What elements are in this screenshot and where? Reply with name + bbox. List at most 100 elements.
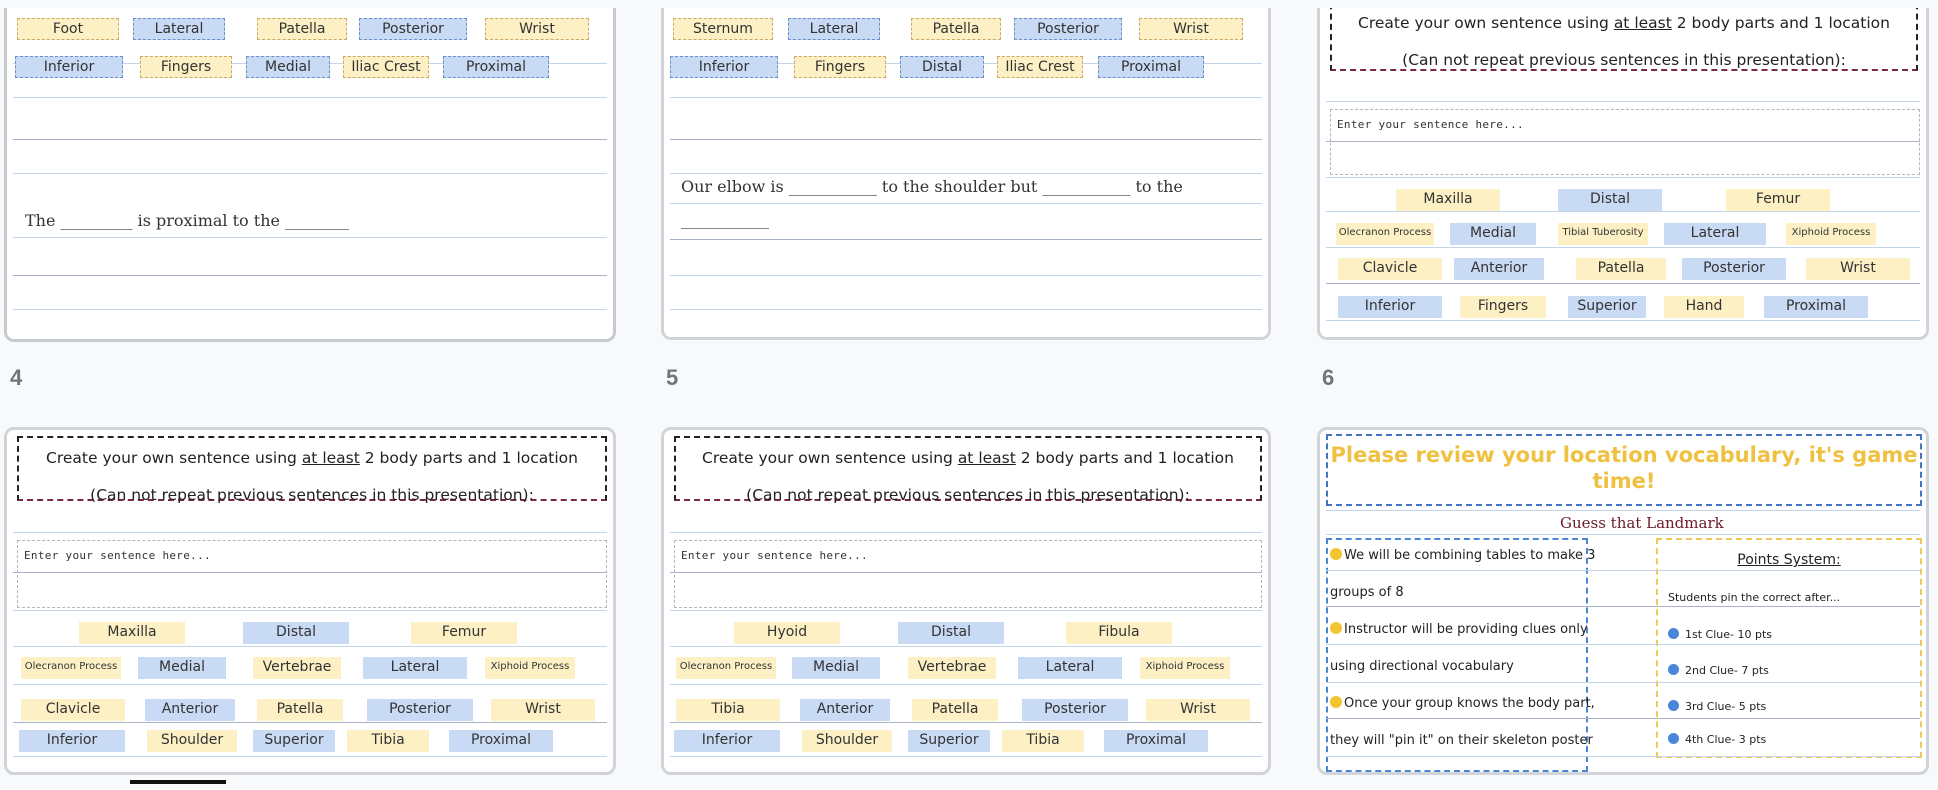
instruction-line-3: Instructor will be providing clues only <box>1330 622 1588 637</box>
divider <box>1326 644 1920 645</box>
chip-vertebrae[interactable]: Vertebrae <box>253 657 341 679</box>
chip-wrist[interactable]: Wrist <box>1139 18 1243 40</box>
divider <box>1326 534 1920 535</box>
chip-shoulder[interactable]: Shoulder <box>147 730 237 752</box>
slide-thumbnail-2[interactable]: Sternum Lateral Patella Posterior Wrist … <box>661 0 1271 340</box>
points-item: 3rd Clue- 5 pts <box>1668 700 1766 713</box>
chip-inferior[interactable]: Inferior <box>674 730 780 752</box>
divider <box>13 97 607 98</box>
chip-femur[interactable]: Femur <box>411 622 517 644</box>
slide-thumbnail-6[interactable]: Please review your location vocabulary, … <box>1317 427 1929 775</box>
chip-inferior[interactable]: Inferior <box>1338 296 1442 318</box>
chip-iliac-crest[interactable]: Iliac Crest <box>343 56 429 78</box>
chip-lateral[interactable]: Lateral <box>133 18 225 40</box>
chip-medial[interactable]: Medial <box>246 56 330 78</box>
chip-posterior[interactable]: Posterior <box>1022 699 1128 721</box>
chip-medial[interactable]: Medial <box>138 657 226 679</box>
sentence-entry-field[interactable]: Enter your sentence here... <box>1330 109 1920 175</box>
chip-clavicle[interactable]: Clavicle <box>21 699 125 721</box>
chip-foot[interactable]: Foot <box>17 18 119 40</box>
chip-hand[interactable]: Hand <box>1664 296 1744 318</box>
chip-olecranon-process[interactable]: Olecranon Process <box>1336 223 1434 245</box>
chip-lateral[interactable]: Lateral <box>1664 223 1766 245</box>
chip-shoulder[interactable]: Shoulder <box>802 730 892 752</box>
chip-posterior[interactable]: Posterior <box>367 699 473 721</box>
chip-proximal[interactable]: Proximal <box>1104 730 1208 752</box>
chip-wrist[interactable]: Wrist <box>485 18 589 40</box>
chip-vertebrae[interactable]: Vertebrae <box>908 657 996 679</box>
chip-fingers[interactable]: Fingers <box>140 56 232 78</box>
chip-maxilla[interactable]: Maxilla <box>79 622 185 644</box>
chip-anterior[interactable]: Anterior <box>145 699 235 721</box>
chip-wrist[interactable]: Wrist <box>1146 699 1250 721</box>
chip-medial[interactable]: Medial <box>792 657 880 679</box>
chip-olecranon-process[interactable]: Olecranon Process <box>676 657 776 679</box>
chip-superior[interactable]: Superior <box>253 730 335 752</box>
slide-thumbnail-3[interactable]: Create your own sentence using at least … <box>1317 0 1929 340</box>
chip-lateral[interactable]: Lateral <box>363 657 467 679</box>
divider <box>670 572 1262 573</box>
chip-tibial-tuberosity[interactable]: Tibial Tuberosity <box>1558 223 1648 245</box>
bullet-icon <box>1668 628 1679 639</box>
chip-fingers[interactable]: Fingers <box>1460 296 1546 318</box>
divider <box>670 309 1262 310</box>
chip-tibia[interactable]: Tibia <box>676 699 780 721</box>
prompt-line-1: Create your own sentence using at least … <box>702 449 1234 467</box>
slide-thumbnail-1[interactable]: Foot Lateral Patella Posterior Wrist Inf… <box>4 0 616 342</box>
chip-patella[interactable]: Patella <box>1576 258 1666 280</box>
chip-posterior[interactable]: Posterior <box>1014 18 1122 40</box>
slide-thumbnail-5[interactable]: Create your own sentence using at least … <box>661 427 1271 775</box>
chip-wrist[interactable]: Wrist <box>1806 258 1910 280</box>
sentence-entry-field[interactable]: Enter your sentence here... <box>674 540 1262 608</box>
points-intro: Students pin the correct after... <box>1668 591 1841 604</box>
divider <box>1326 510 1920 511</box>
chip-proximal[interactable]: Proximal <box>443 56 549 78</box>
divider <box>670 239 1262 240</box>
chip-lateral[interactable]: Lateral <box>788 18 880 40</box>
chip-distal[interactable]: Distal <box>900 56 984 78</box>
chip-wrist[interactable]: Wrist <box>491 699 595 721</box>
chip-proximal[interactable]: Proximal <box>1764 296 1868 318</box>
chip-anterior[interactable]: Anterior <box>800 699 890 721</box>
chip-fingers[interactable]: Fingers <box>794 56 886 78</box>
chip-patella[interactable]: Patella <box>912 699 998 721</box>
chip-maxilla[interactable]: Maxilla <box>1396 189 1500 211</box>
chip-clavicle[interactable]: Clavicle <box>1338 258 1442 280</box>
chip-inferior[interactable]: Inferior <box>19 730 125 752</box>
chip-patella[interactable]: Patella <box>911 18 1001 40</box>
chip-medial[interactable]: Medial <box>1450 223 1536 245</box>
chip-lateral[interactable]: Lateral <box>1018 657 1122 679</box>
chip-tibia[interactable]: Tibia <box>1002 730 1084 752</box>
chip-proximal[interactable]: Proximal <box>1098 56 1204 78</box>
divider <box>1326 141 1920 142</box>
chip-proximal[interactable]: Proximal <box>449 730 553 752</box>
slide-thumbnail-4[interactable]: Create your own sentence using at least … <box>4 427 616 775</box>
chip-anterior[interactable]: Anterior <box>1454 258 1544 280</box>
chip-tibia[interactable]: Tibia <box>347 730 429 752</box>
points-item: 4th Clue- 3 pts <box>1668 733 1766 746</box>
scroll-indicator[interactable] <box>130 780 226 784</box>
chip-distal[interactable]: Distal <box>1558 189 1662 211</box>
chip-fibula[interactable]: Fibula <box>1066 622 1172 644</box>
chip-olecranon-process[interactable]: Olecranon Process <box>21 657 121 679</box>
chip-patella[interactable]: Patella <box>257 18 347 40</box>
chip-sternum[interactable]: Sternum <box>673 18 773 40</box>
chip-posterior[interactable]: Posterior <box>359 18 467 40</box>
chip-posterior[interactable]: Posterior <box>1682 258 1786 280</box>
chip-femur[interactable]: Femur <box>1726 189 1830 211</box>
chip-superior[interactable]: Superior <box>1568 296 1646 318</box>
chip-distal[interactable]: Distal <box>243 622 349 644</box>
chip-xiphoid-process[interactable]: Xiphoid Process <box>485 657 575 679</box>
chip-inferior[interactable]: Inferior <box>15 56 123 78</box>
chip-inferior[interactable]: Inferior <box>670 56 778 78</box>
chip-xiphoid-process[interactable]: Xiphoid Process <box>1786 223 1876 245</box>
chip-distal[interactable]: Distal <box>898 622 1004 644</box>
chip-hyoid[interactable]: Hyoid <box>734 622 840 644</box>
chip-patella[interactable]: Patella <box>257 699 343 721</box>
divider <box>13 532 607 533</box>
divider <box>1326 283 1920 284</box>
chip-xiphoid-process[interactable]: Xiphoid Process <box>1140 657 1230 679</box>
chip-superior[interactable]: Superior <box>908 730 990 752</box>
chip-iliac-crest[interactable]: Iliac Crest <box>997 56 1083 78</box>
sentence-entry-field[interactable]: Enter your sentence here... <box>17 540 607 608</box>
